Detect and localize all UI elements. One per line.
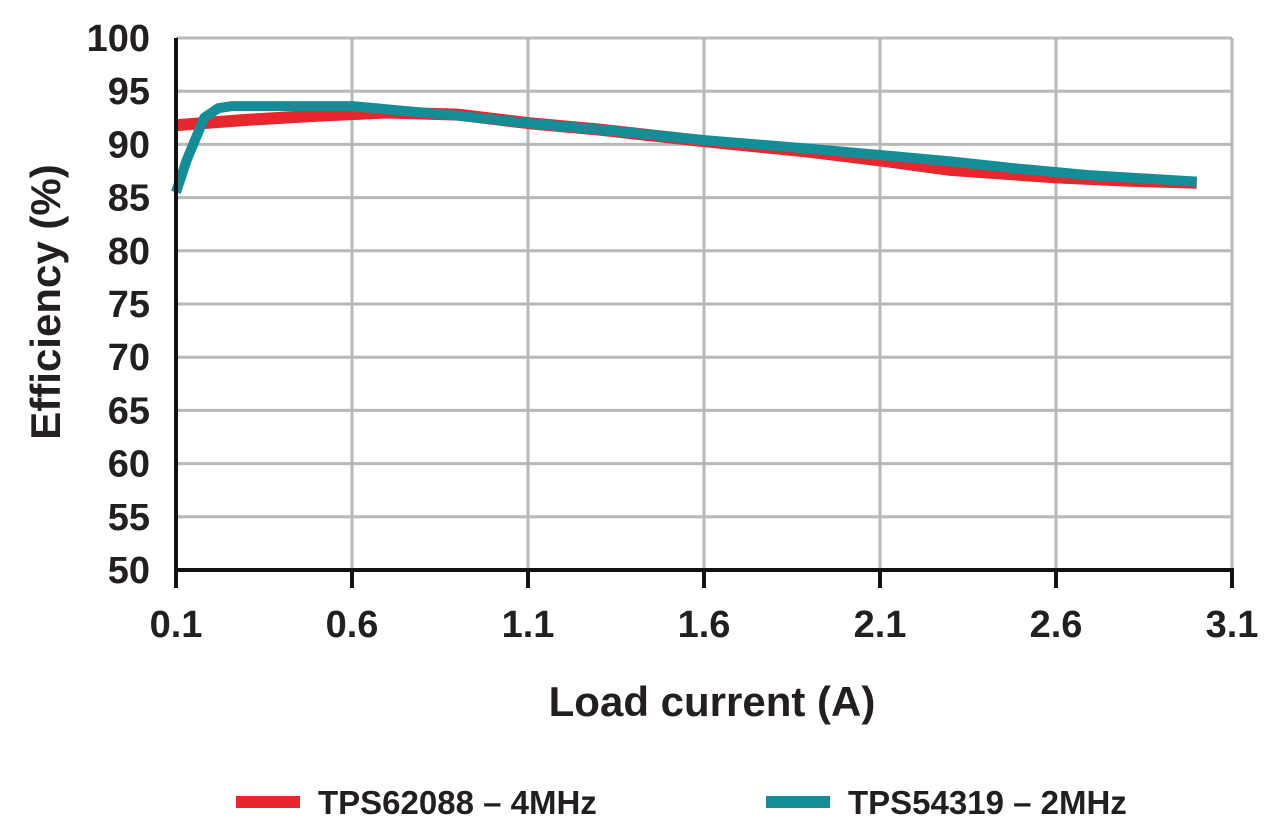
legend-item-tps54319: TPS54319 – 2MHz	[766, 784, 1127, 821]
x-tick-label: 1.6	[678, 604, 731, 646]
x-tick-label: 3.1	[1206, 604, 1259, 646]
x-tick-label: 0.1	[150, 604, 203, 646]
legend-label-tps54319: TPS54319 – 2MHz	[848, 784, 1127, 821]
x-tick-labels: 0.1 0.6 1.1 1.6 2.1 2.6 3.1	[150, 604, 1259, 646]
axes	[174, 38, 1234, 588]
x-tick-label: 2.1	[854, 604, 907, 646]
y-tick-labels: 50 55 60 65 70 75 80 85 90 95 100	[87, 18, 150, 592]
y-tick-label: 90	[108, 124, 150, 166]
legend-label-tps62088: TPS62088 – 4MHz	[318, 784, 597, 821]
series-line-1	[171, 101, 1198, 194]
legend: TPS62088 – 4MHz TPS54319 – 2MHz	[236, 784, 1127, 821]
x-tick-label: 0.6	[326, 604, 379, 646]
series-lines	[171, 101, 1198, 194]
x-axis-title: Load current (A)	[549, 678, 876, 725]
y-tick-label: 60	[108, 444, 150, 486]
y-tick-label: 50	[108, 550, 150, 592]
legend-item-tps62088: TPS62088 – 4MHz	[236, 784, 597, 821]
y-tick-label: 55	[108, 497, 150, 539]
legend-swatch-tps62088	[236, 796, 300, 808]
y-tick-label: 95	[108, 71, 150, 113]
y-tick-label: 75	[108, 284, 150, 326]
x-tick-label: 1.1	[502, 604, 555, 646]
x-tick-label: 2.6	[1030, 604, 1083, 646]
y-tick-label: 100	[87, 18, 150, 60]
y-tick-label: 65	[108, 390, 150, 432]
y-axis-title: Efficiency (%)	[22, 164, 69, 439]
y-tick-label: 80	[108, 231, 150, 273]
y-tick-label: 70	[108, 337, 150, 379]
legend-swatch-tps54319	[766, 796, 830, 808]
y-tick-label: 85	[108, 178, 150, 220]
